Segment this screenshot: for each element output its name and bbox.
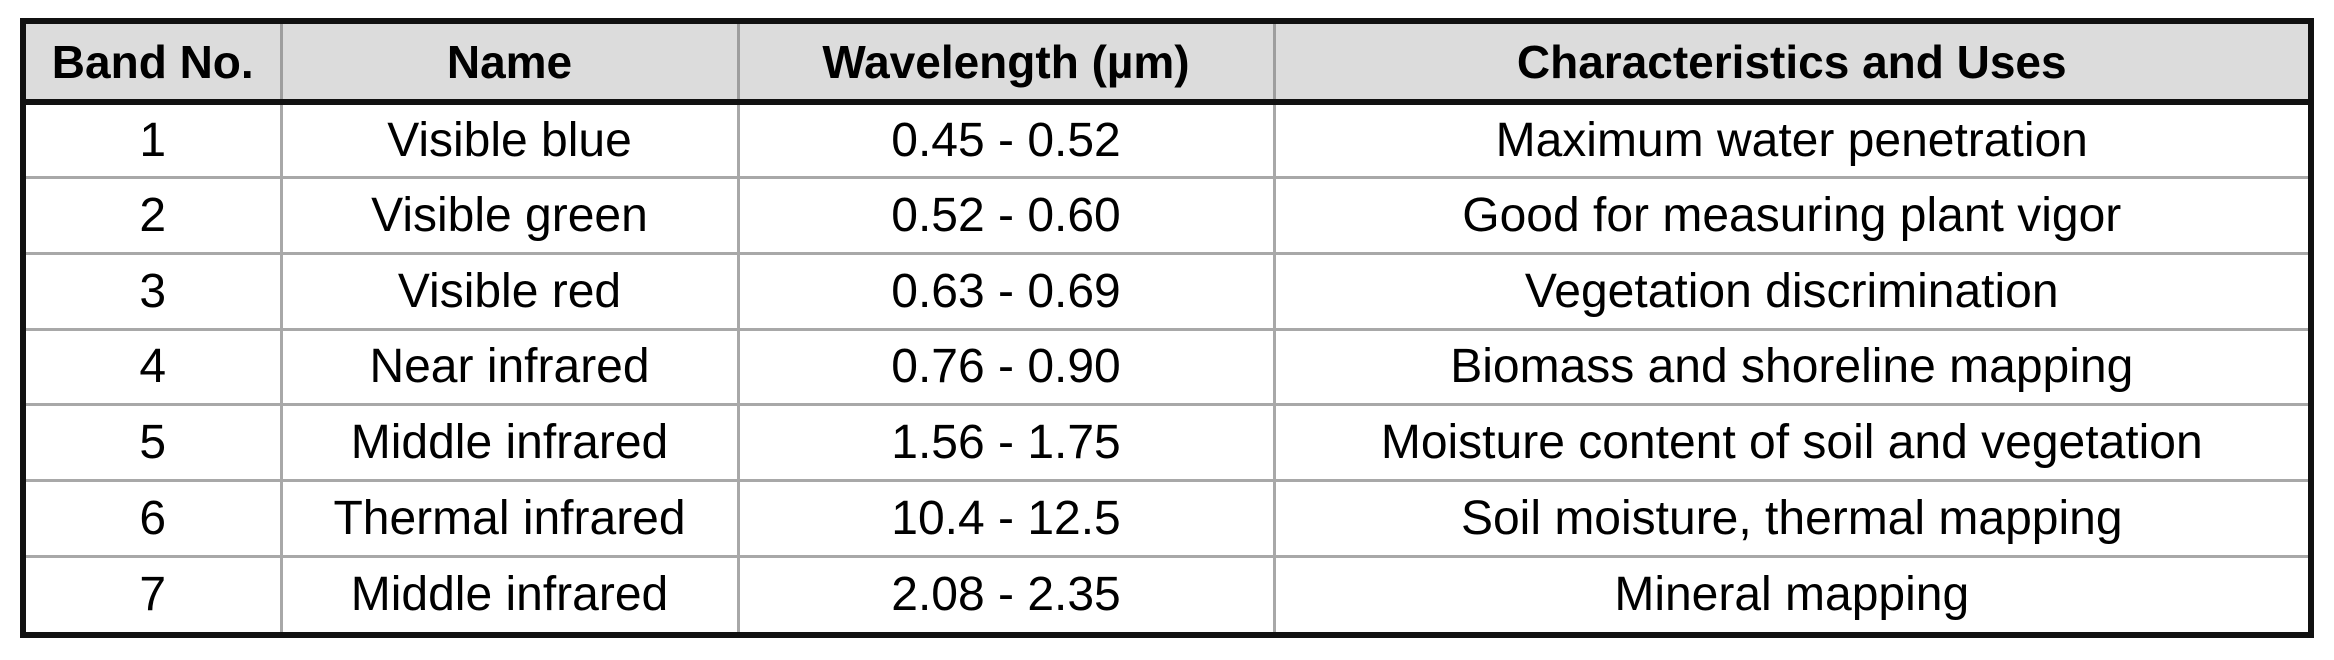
band-name-cell: Visible green	[279, 176, 738, 254]
band-number-cell: 6	[26, 479, 281, 557]
wavelength-cell: 0.45 - 0.52	[736, 102, 1274, 178]
uses-cell: Soil moisture, thermal mapping	[1272, 479, 2308, 557]
header-name: Name	[279, 24, 738, 105]
table-header: Band No. Name Wavelength (µm) Characteri…	[26, 24, 2308, 105]
uses-cell: Mineral mapping	[1272, 554, 2308, 632]
uses-cell: Biomass and shoreline mapping	[1272, 327, 2308, 405]
band-table-frame: Band No. Name Wavelength (µm) Characteri…	[20, 18, 2314, 638]
header-wavelength: Wavelength (µm)	[736, 24, 1274, 105]
header-band-no: Band No.	[26, 24, 281, 105]
band-number-cell: 2	[26, 176, 281, 254]
wavelength-cell: 0.76 - 0.90	[736, 327, 1274, 405]
uses-cell: Vegetation discrimination	[1272, 251, 2308, 330]
table-row: 6 Thermal infrared 10.4 - 12.5 Soil mois…	[26, 479, 2308, 557]
table-row: 4 Near infrared 0.76 - 0.90 Biomass and …	[26, 327, 2308, 405]
table-row: 2 Visible green 0.52 - 0.60 Good for mea…	[26, 176, 2308, 254]
header-row: Band No. Name Wavelength (µm) Characteri…	[26, 24, 2308, 105]
table-row: 3 Visible red 0.63 - 0.69 Vegetation dis…	[26, 251, 2308, 330]
wavelength-cell: 2.08 - 2.35	[736, 554, 1274, 632]
band-name-cell: Middle infrared	[279, 554, 738, 632]
wavelength-cell: 0.52 - 0.60	[736, 176, 1274, 254]
band-name-cell: Visible red	[279, 251, 738, 330]
table-row: 7 Middle infrared 2.08 - 2.35 Mineral ma…	[26, 554, 2308, 632]
band-name-cell: Middle infrared	[279, 403, 738, 481]
band-number-cell: 1	[139, 114, 167, 168]
table-row: 1 Visible blue 0.45 - 0.52 Maximum water…	[26, 102, 2308, 178]
band-name-cell: Visible blue	[279, 102, 738, 178]
table-row: 5 Middle infrared 1.56 - 1.75 Moisture c…	[26, 403, 2308, 481]
uses-cell: Moisture content of soil and vegetation	[1272, 403, 2308, 481]
uses-cell: Good for measuring plant vigor	[1272, 176, 2308, 254]
wavelength-cell: 0.63 - 0.69	[736, 251, 1274, 330]
band-name-cell: Near infrared	[279, 327, 738, 405]
wavelength-cell: 1.56 - 1.75	[736, 403, 1274, 481]
table-body: 1 Visible blue 0.45 - 0.52 Maximum water…	[26, 102, 2308, 632]
header-characteristics: Characteristics and Uses	[1272, 24, 2308, 105]
band-number-cell: 4	[26, 327, 281, 405]
wavelength-cell: 10.4 - 12.5	[736, 479, 1274, 557]
band-number-cell: 7	[26, 554, 281, 632]
band-number-cell: 5	[26, 403, 281, 481]
uses-cell: Maximum water penetration	[1272, 102, 2308, 178]
band-name-cell: Thermal infrared	[279, 479, 738, 557]
band-table: Band No. Name Wavelength (µm) Characteri…	[26, 24, 2308, 632]
band-number-cell: 3	[26, 251, 281, 330]
